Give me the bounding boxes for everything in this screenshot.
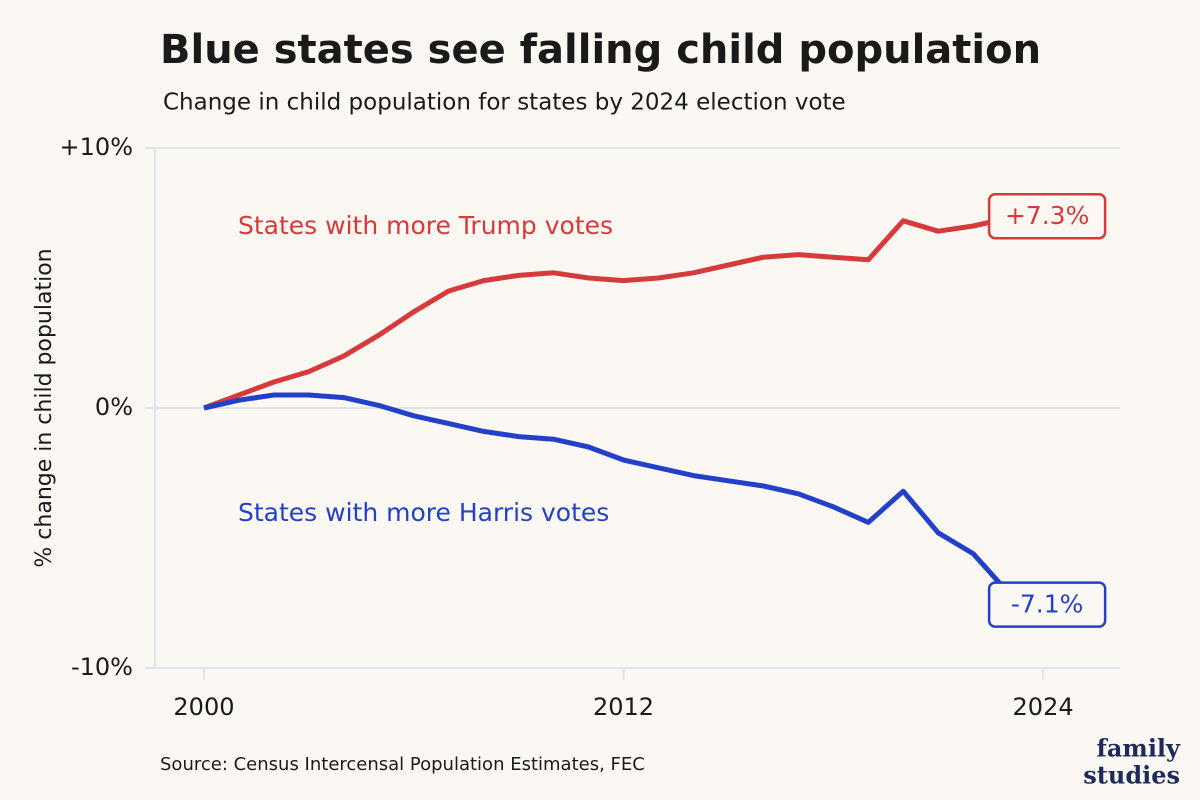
logo: studies	[1083, 761, 1180, 790]
series-label: States with more Trump votes	[238, 211, 613, 240]
value-label: -7.1%	[1011, 590, 1084, 619]
chart-subtitle: Change in child population for states by…	[163, 90, 846, 116]
y-tick-label: +10%	[60, 133, 133, 161]
x-tick-label: 2024	[1013, 693, 1074, 721]
value-label-box	[987, 581, 1107, 628]
x-tick-label: 2000	[173, 693, 234, 721]
chart-title: Blue states see falling child population	[160, 27, 1041, 73]
y-tick-label: -10%	[71, 653, 133, 681]
logo: family	[1097, 734, 1182, 763]
series-label: States with more Harris votes	[238, 498, 609, 527]
x-tick-label: 2012	[593, 693, 654, 721]
data-line	[203, 215, 1009, 411]
value-label-box	[987, 192, 1107, 240]
source: Source: Census Intercensal Population Es…	[160, 754, 645, 775]
y-tick-label: 0%	[95, 393, 133, 421]
value-label: +7.3%	[1005, 201, 1089, 230]
data-line	[203, 392, 1010, 595]
y-axis-label: % change in child population	[32, 248, 57, 567]
